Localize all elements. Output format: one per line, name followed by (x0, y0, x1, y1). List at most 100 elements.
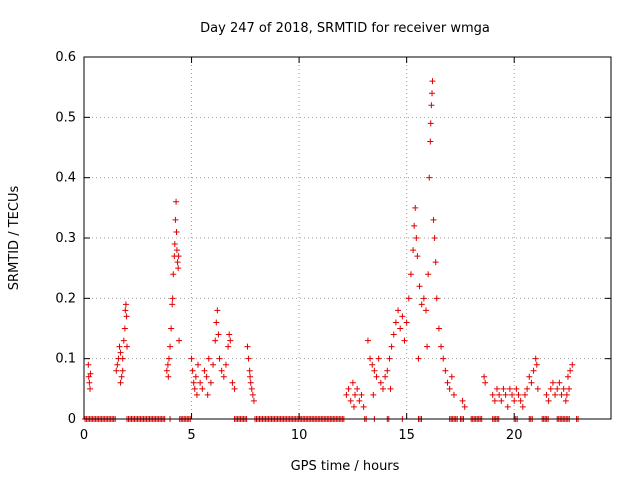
data-point (407, 271, 414, 278)
y-tick-label: 0 (68, 412, 76, 427)
data-point (414, 253, 421, 260)
data-point (191, 385, 198, 392)
data-point (218, 367, 225, 374)
data-point (175, 253, 182, 260)
data-point (124, 343, 131, 350)
data-point (164, 361, 171, 368)
data-point (515, 391, 522, 398)
data-point (360, 403, 367, 410)
data-point (119, 355, 126, 362)
data-point (212, 337, 219, 344)
data-point (199, 385, 206, 392)
data-point (167, 343, 174, 350)
data-point (432, 259, 439, 266)
data-point (564, 373, 571, 380)
data-point (506, 385, 513, 392)
data-point (163, 367, 170, 374)
data-point (173, 198, 180, 205)
y-tick-label: 0.1 (55, 352, 76, 367)
data-point (427, 120, 434, 127)
data-point (500, 385, 507, 392)
data-point (205, 355, 212, 362)
data-point (481, 373, 488, 380)
y-tick-label: 0.3 (55, 231, 76, 246)
y-axis-label: SRMTID / TECUs (7, 186, 22, 291)
data-point (193, 391, 200, 398)
data-point (427, 138, 434, 145)
data-point (215, 331, 222, 338)
data-point (210, 361, 217, 368)
data-point (560, 385, 567, 392)
data-point (122, 301, 129, 308)
data-point (388, 343, 395, 350)
data-point (216, 355, 223, 362)
data-point (248, 385, 255, 392)
data-point (122, 307, 129, 314)
data-point (382, 373, 389, 380)
data-point (430, 216, 437, 223)
data-point (369, 361, 376, 368)
data-point (435, 325, 442, 332)
axis-ticks: 0 5 10 15 20 0 0.1 0.2 0.3 0.4 0.5 0.6 (55, 50, 611, 443)
x-tick-label: 20 (506, 428, 523, 443)
data-point (390, 331, 397, 338)
data-point (547, 385, 554, 392)
data-point (440, 355, 447, 362)
data-point (448, 373, 455, 380)
data-point (247, 379, 254, 386)
data-point (118, 373, 125, 380)
data-point (403, 319, 410, 326)
data-point (410, 247, 417, 254)
data-point (563, 391, 570, 398)
data-point (509, 391, 516, 398)
data-point (350, 403, 357, 410)
data-point (423, 307, 430, 314)
grid-lines (84, 57, 611, 419)
data-point (358, 391, 365, 398)
x-tick-label: 0 (80, 428, 88, 443)
data-point (459, 397, 466, 404)
data-point (188, 355, 195, 362)
data-point (413, 235, 420, 241)
data-point (85, 373, 92, 380)
data-point (556, 379, 563, 386)
plot-frame (83, 56, 612, 420)
data-point (204, 391, 211, 398)
data-point (379, 385, 386, 392)
data-point (543, 391, 550, 398)
data-point (401, 337, 408, 344)
data-point (85, 361, 92, 368)
data-point (502, 391, 509, 398)
data-point (349, 379, 356, 386)
data-point (569, 361, 576, 368)
data-point (411, 222, 418, 229)
data-point (119, 367, 126, 374)
data-point (120, 337, 127, 344)
data-point (87, 385, 94, 392)
data-point (356, 397, 363, 404)
data-point (121, 325, 128, 332)
data-point (482, 379, 489, 386)
data-point (493, 385, 500, 392)
data-point (345, 385, 352, 392)
data-point (352, 391, 359, 398)
data-point (176, 337, 183, 344)
data-point (244, 343, 251, 350)
data-point (491, 397, 498, 404)
data-point (203, 373, 210, 380)
data-point (173, 247, 180, 254)
data-point (534, 385, 541, 392)
data-point (498, 397, 505, 404)
data-point (450, 391, 457, 398)
y-tick-label: 0.4 (55, 171, 76, 186)
data-point (416, 283, 423, 290)
data-point (554, 385, 561, 392)
data-point (433, 295, 440, 302)
data-point (231, 385, 238, 392)
data-point (558, 391, 565, 398)
data-point (117, 379, 124, 386)
x-tick-label: 10 (291, 428, 308, 443)
data-point (201, 367, 208, 374)
data-point (197, 379, 204, 386)
data-point (438, 343, 445, 350)
